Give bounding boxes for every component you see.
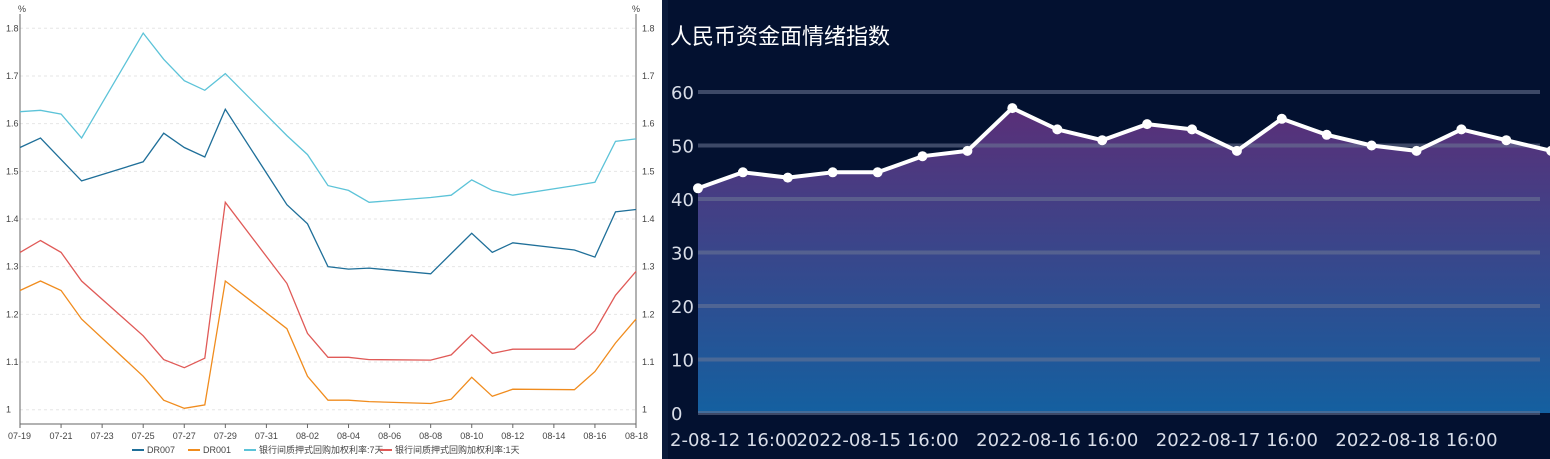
x-tick-label: 08-12 (501, 431, 524, 441)
data-point (1142, 119, 1153, 130)
x-tick-label: 08-16 (583, 431, 606, 441)
data-point (1321, 129, 1332, 140)
rates-line-chart-svg: 1 1 1.1 1.1 1.2 1.2 1.3 1.3 1.4 1.4 1.5 1.5 1.6 1.6 1.… (6, 4, 655, 455)
y-tick-label-right: 1.1 (642, 357, 655, 367)
y-tick-label-right: 1.3 (642, 262, 655, 272)
y-tick-label-left: 1.7 (6, 71, 19, 81)
data-point (1546, 146, 1550, 156)
legend-label: 银行间质押式回购加权利率:1天 (395, 444, 520, 455)
y-tick-label-left: 1 (6, 405, 11, 415)
x-tick-label: 08-18 (625, 431, 648, 441)
series-line-4 (19, 200, 637, 369)
x-tick-label: 2022-08-16 16:00 (976, 430, 1138, 451)
x-tick-label: 08-02 (296, 431, 319, 441)
x-tick-label: 08-10 (460, 431, 483, 441)
x-tick-label: 07-31 (255, 431, 278, 441)
x-tick-label: 2022-08-17 16:00 (1156, 430, 1318, 451)
legend-label: DR001 (203, 445, 231, 455)
data-point (1456, 124, 1467, 135)
series-line-2 (19, 279, 637, 409)
panel-divider (662, 0, 668, 459)
y-tick-label-right: 1.2 (642, 309, 655, 319)
y-tick-label: 50 (671, 137, 694, 158)
data-point (962, 145, 973, 156)
data-point (1231, 145, 1242, 156)
x-tick-label: 07-25 (132, 431, 155, 441)
y-tick-label-right: 1.7 (642, 71, 655, 81)
y-unit-right: % (632, 4, 640, 14)
y-tick-label-right: 1 (642, 405, 647, 415)
data-point (872, 167, 883, 178)
y-tick-label: 10 (671, 351, 694, 372)
y-tick-label-left: 1.6 (6, 119, 19, 129)
y-tick-label-left: 1.2 (6, 309, 19, 319)
y-tick-label-right: 1.8 (642, 23, 655, 33)
right-area-chart: 人民币资金面情绪指数 0 10 20 30 40 50 60 2-08-12 16:00 2022… (668, 0, 1550, 459)
series-line-1 (19, 107, 637, 275)
x-tick-label: 08-04 (337, 431, 360, 441)
y-tick-label: 40 (671, 190, 694, 211)
y-tick-label: 60 (671, 83, 694, 104)
data-point (917, 151, 928, 162)
x-tick-label: 07-27 (173, 431, 196, 441)
data-point (1187, 124, 1197, 135)
y-tick-label-left: 1.1 (6, 357, 19, 367)
x-tick-label: 07-21 (50, 431, 73, 441)
data-point (1052, 124, 1063, 135)
y-tick-label-right: 1.5 (642, 166, 655, 176)
y-tick-label: 30 (671, 244, 694, 265)
y-tick-label-left: 1.5 (6, 166, 19, 176)
data-point (782, 172, 793, 183)
x-tick-label: 08-08 (419, 431, 442, 441)
x-tick-label: 07-29 (214, 431, 237, 441)
data-point (1097, 135, 1108, 146)
chart-title: 人民币资金面情绪指数 (670, 25, 890, 50)
data-point (1501, 135, 1512, 146)
legend-label: DR007 (147, 445, 175, 455)
data-point (827, 167, 838, 178)
data-point (1007, 103, 1018, 114)
x-tick-label: 08-06 (378, 431, 401, 441)
legend-label: 银行间质押式回购加权利率:7天 (259, 444, 384, 455)
data-point (737, 167, 748, 178)
x-tick-label: 2-08-12 16:00 (670, 430, 798, 451)
y-tick-label-left: 1.4 (6, 214, 19, 224)
area-fill (698, 108, 1550, 413)
data-point (693, 183, 703, 194)
left-line-chart: 1 1 1.1 1.1 1.2 1.2 1.3 1.3 1.4 1.4 1.5 1.5 1.6 1.6 1.… (0, 0, 668, 459)
x-tick-label: 07-23 (91, 431, 114, 441)
x-tick-label: 2022-08-15 16:00 (797, 430, 959, 451)
x-tick-label: 2022-08-18 16:00 (1335, 430, 1497, 451)
y-tick-label-left: 1.3 (6, 262, 19, 272)
data-point (1366, 140, 1377, 151)
x-tick-label: 07-19 (8, 431, 31, 441)
y-tick-label: 0 (671, 404, 682, 425)
y-unit-left: % (18, 4, 26, 14)
y-tick-label-right: 1.4 (642, 214, 655, 224)
data-point (1411, 145, 1422, 156)
data-point (1276, 113, 1287, 124)
x-tick-label: 08-14 (542, 431, 565, 441)
y-tick-label-left: 1.8 (6, 23, 19, 33)
series-line (697, 106, 1550, 191)
y-tick-label: 20 (671, 297, 694, 318)
series-line-3 (19, 31, 637, 203)
y-tick-label-right: 1.6 (642, 119, 655, 129)
